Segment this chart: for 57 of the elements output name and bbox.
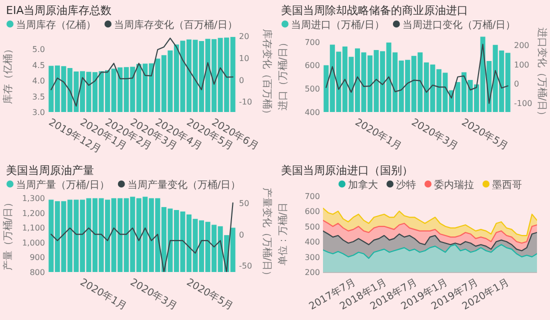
y-tick-label: 1,200 bbox=[22, 208, 45, 218]
line-series bbox=[326, 44, 508, 104]
y2-tick-label: 0 bbox=[239, 76, 244, 85]
y-tick-label: 800 bbox=[30, 268, 45, 277]
chart-title: 美国当周原油产量 bbox=[6, 164, 94, 177]
y-tick-label: 3.0 bbox=[32, 108, 45, 117]
y2-tick-label: 50 bbox=[239, 198, 250, 208]
y-tick-label: 700 bbox=[304, 38, 320, 47]
y-tick-label: 500 bbox=[304, 84, 320, 94]
y-tick-label: 400 bbox=[304, 238, 320, 247]
y-axis-title: 单位：万桶/日 bbox=[277, 202, 289, 266]
y2-tick-label: -50 bbox=[239, 262, 252, 271]
y2-tick-label: 100 bbox=[514, 60, 530, 70]
legend-label: 沙特 bbox=[396, 179, 416, 191]
legend-label: 当周库存（亿桶） bbox=[16, 19, 96, 31]
legend-label: 当周产量（万桶/日） bbox=[16, 179, 110, 191]
y2-tick-label: 200 bbox=[514, 41, 530, 50]
line-series bbox=[50, 38, 234, 107]
y2-axis-title: 进口变化（万桶/日） bbox=[536, 27, 548, 121]
y-axis-title: 库存（亿桶） bbox=[2, 44, 14, 104]
legend-label: 当周产量变化（万桶/日） bbox=[127, 179, 241, 191]
y-axis-title: 进口（万桶/日） bbox=[277, 37, 289, 111]
y2-tick-label: 20 bbox=[239, 32, 250, 41]
y-tick-label: 3.5 bbox=[32, 92, 45, 102]
y-tick-label: 700 bbox=[304, 192, 320, 201]
x-tick-label: 2020年3月 bbox=[128, 276, 179, 313]
legend-label: 墨西哥 bbox=[492, 180, 522, 191]
y-tick-label: 1,100 bbox=[22, 224, 45, 233]
y-tick-label: 1,300 bbox=[22, 194, 45, 204]
y-tick-label: 4.0 bbox=[32, 76, 45, 86]
legend-label: 委内瑞拉 bbox=[434, 179, 474, 191]
y2-tick-label: 10 bbox=[239, 54, 250, 63]
y-tick-label: 900 bbox=[30, 253, 45, 262]
chart-title: EIA当周原油库存总数 bbox=[6, 4, 112, 17]
y2-tick-label: 0 bbox=[514, 80, 520, 89]
y-tick-label: 5.0 bbox=[32, 45, 45, 54]
y-tick-label: 400 bbox=[304, 108, 320, 117]
chart-title: 美国当周原油进口（国别） bbox=[281, 164, 413, 177]
line-series bbox=[50, 202, 234, 272]
y-axis-title: 产量（万桶/日） bbox=[2, 197, 14, 271]
y2-tick-label: -100 bbox=[514, 98, 532, 108]
legend-label: 当周进口变化（万桶/日） bbox=[402, 19, 516, 31]
y2-tick-label: 0 bbox=[239, 230, 244, 240]
y-tick-label: 600 bbox=[304, 207, 320, 216]
y-tick-label: 300 bbox=[304, 252, 320, 262]
legend-label: 当周库存变化（百万桶/日） bbox=[114, 19, 238, 31]
y-tick-label: 4.5 bbox=[32, 60, 45, 70]
y-tick-label: 600 bbox=[304, 61, 320, 70]
y2-axis-title: 库存变化（百万桶） bbox=[261, 29, 273, 119]
y2-axis-title: 产量变化（万桶/日） bbox=[261, 187, 273, 281]
chart-title: 美国当周除却战略储备的商业原油进口 bbox=[281, 4, 468, 17]
legend-label: 加拿大 bbox=[348, 179, 378, 191]
legend-label: 当周进口（万桶/日） bbox=[291, 19, 384, 31]
y-tick-label: 200 bbox=[304, 268, 320, 277]
y2-tick-label: -10 bbox=[239, 98, 252, 107]
y-tick-label: 500 bbox=[304, 222, 320, 232]
y-tick-label: 1,000 bbox=[22, 238, 45, 248]
